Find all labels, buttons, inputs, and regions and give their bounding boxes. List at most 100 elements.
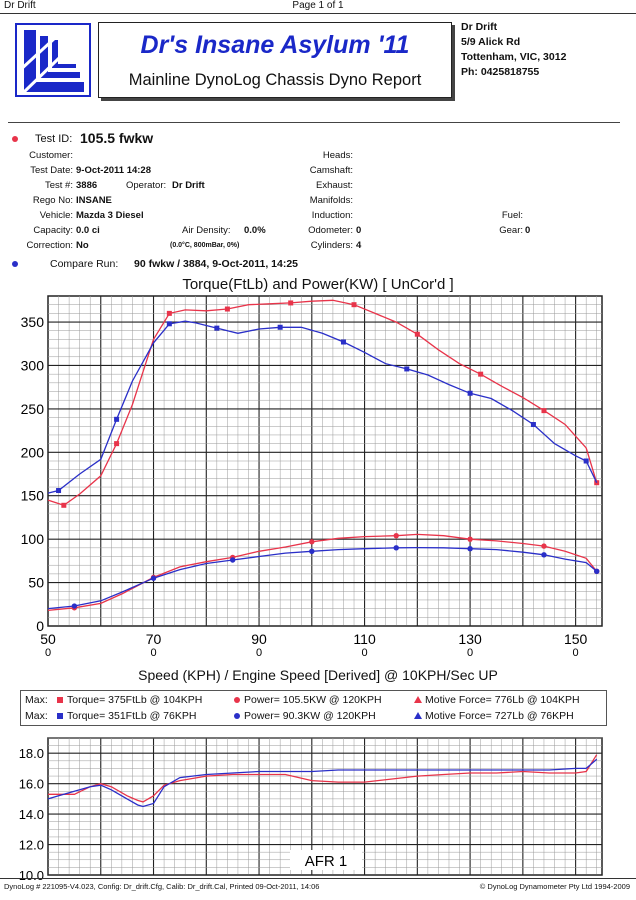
data-point-power-run2: [467, 546, 473, 552]
data-point-torque-run2: [277, 324, 283, 330]
legend-run2-max-label: Max:: [25, 710, 48, 722]
data-point-torque-run1: [414, 331, 420, 337]
gear-label: Gear:: [499, 225, 523, 236]
footer-right: © DynoLog Dynamometer Pty Ltd 1994-2009: [479, 882, 630, 891]
triangle-marker-icon: [414, 712, 422, 719]
rpm-tick-label: 0: [362, 647, 368, 659]
data-point-torque-run2: [530, 422, 536, 428]
odometer-value: 0: [356, 225, 362, 236]
capacity-value: 0.0 ci: [76, 225, 100, 236]
legend-run1-max-label: Max:: [25, 694, 48, 706]
series-line-afr-run2: [47, 758, 598, 808]
y-tick-label: 300: [21, 357, 45, 373]
correction-label: Correction:: [26, 240, 73, 251]
data-point-torque-run1: [288, 300, 294, 306]
data-point-power-run1: [467, 536, 473, 542]
legend-run1-torque: Torque= 375FtLb @ 104KPH: [67, 694, 203, 706]
test-id-label: Test ID:: [35, 133, 73, 145]
rpm-tick-label: 0: [256, 647, 262, 659]
vehicle-label: Vehicle:: [39, 210, 73, 221]
test-number-value: 3886: [76, 180, 98, 191]
run2-marker-dot: [12, 261, 18, 267]
camshaft-label: Camshaft:: [309, 165, 353, 176]
footer-rule: [0, 878, 636, 879]
afr-chart-title: AFR 1: [305, 853, 348, 870]
page-number: Page 1 of 1: [292, 0, 344, 11]
odometer-label: Odometer:: [308, 225, 353, 236]
data-point-torque-run1: [61, 502, 67, 508]
legend-run1-force: Motive Force= 776Lb @ 104KPH: [425, 694, 580, 706]
vehicle-value: Mazda 3 Diesel: [76, 210, 144, 221]
top-rule: [0, 13, 636, 14]
air-density-label: Air Density:: [182, 225, 231, 236]
cylinders-label: Cylinders:: [310, 240, 353, 251]
contact-block: Dr Drift 5/9 Alick Rd Tottenham, VIC, 30…: [461, 20, 566, 80]
x-tick-label: 150: [564, 631, 588, 647]
triangle-marker-icon: [414, 696, 422, 703]
compare-run-label: Compare Run:: [50, 258, 119, 270]
data-point-power-run2: [393, 545, 399, 551]
legend-run2-power: Power= 90.3KW @ 120KPH: [244, 710, 376, 722]
legend-run2-force: Motive Force= 727Lb @ 76KPH: [425, 710, 574, 722]
y-tick-label: 100: [21, 531, 45, 547]
data-point-torque-run2: [214, 325, 220, 331]
square-marker-icon: [57, 713, 63, 719]
data-point-power-run1: [393, 532, 399, 539]
rpm-tick-label: 0: [150, 647, 156, 659]
heads-label: Heads:: [322, 150, 353, 161]
circle-marker-icon: [234, 697, 240, 703]
y-tick-label: 16.0: [19, 777, 44, 792]
y-tick-label: 0: [36, 618, 44, 634]
data-point-torque-run2: [114, 416, 120, 422]
report-subtitle: Mainline DynoLog Chassis Dyno Report: [128, 71, 422, 89]
main-chart-title: Torque(FtLb) and Power(KW) [ UnCor'd ]: [182, 276, 454, 293]
contact-phone: Ph: 0425818755: [461, 66, 540, 78]
compare-run-value: 90 fwkw / 3884, 9-Oct-2011, 14:25: [134, 258, 299, 270]
manifolds-label: Manifolds:: [309, 195, 353, 206]
capacity-label: Capacity:: [33, 225, 73, 236]
data-point-torque-run1: [594, 480, 600, 486]
operator-value: Dr Drift: [172, 180, 205, 191]
rego-value: INSANE: [76, 195, 112, 206]
y-tick-label: 50: [28, 575, 44, 591]
square-marker-icon: [57, 697, 63, 703]
run1-marker-dot: [12, 136, 18, 142]
series-line-torque-run2: [47, 320, 598, 494]
legend-run2-torque: Torque= 351FtLb @ 76KPH: [67, 710, 197, 722]
series-line-afr-run1: [48, 754, 598, 803]
data-point-torque-run2: [166, 321, 172, 327]
y-tick-label: 14.0: [19, 807, 44, 822]
y-tick-label: 150: [21, 488, 45, 504]
data-point-torque-run1: [166, 310, 172, 316]
rego-label: Rego No:: [32, 195, 73, 206]
max-values-legend: Max: Torque= 375FtLb @ 104KPH Power= 105…: [20, 690, 607, 726]
operator-label: Operator:: [126, 180, 167, 191]
rpm-tick-label: 0: [45, 647, 51, 659]
data-point-power-run2: [309, 548, 315, 555]
contact-address-line1: 5/9 Alick Rd: [461, 36, 521, 48]
air-density-value: 0.0%: [244, 225, 266, 236]
page-header-left: Dr Drift: [4, 0, 36, 11]
rpm-tick-label: 0: [467, 647, 473, 659]
data-point-torque-run2: [467, 390, 473, 396]
test-date-value: 9-Oct-2011 14:28: [76, 165, 151, 176]
test-number-label: Test #:: [45, 180, 73, 191]
contact-owner: Dr Drift: [461, 21, 498, 33]
data-point-torque-run2: [404, 366, 410, 372]
y-tick-label: 12.0: [19, 838, 44, 853]
exhaust-label: Exhaust:: [316, 180, 353, 191]
conditions-value: (0.0°C, 800mBar, 0%): [170, 242, 240, 249]
y-tick-label: 250: [21, 401, 45, 417]
contact-address-line2: Tottenham, VIC, 3012: [461, 51, 567, 63]
y-tick-label: 200: [21, 444, 45, 460]
y-tick-label: 18.0: [19, 746, 44, 761]
data-point-torque-run2: [583, 458, 589, 464]
data-point-torque-run1: [541, 408, 547, 414]
y-tick-label: 350: [21, 314, 45, 330]
y-tick-label: 10.0: [19, 868, 44, 880]
data-point-torque-run1: [351, 302, 357, 308]
data-point-power-run2: [541, 552, 547, 558]
data-point-torque-run2: [56, 488, 62, 494]
x-tick-label: 110: [353, 631, 376, 647]
header-divider: [8, 122, 620, 123]
